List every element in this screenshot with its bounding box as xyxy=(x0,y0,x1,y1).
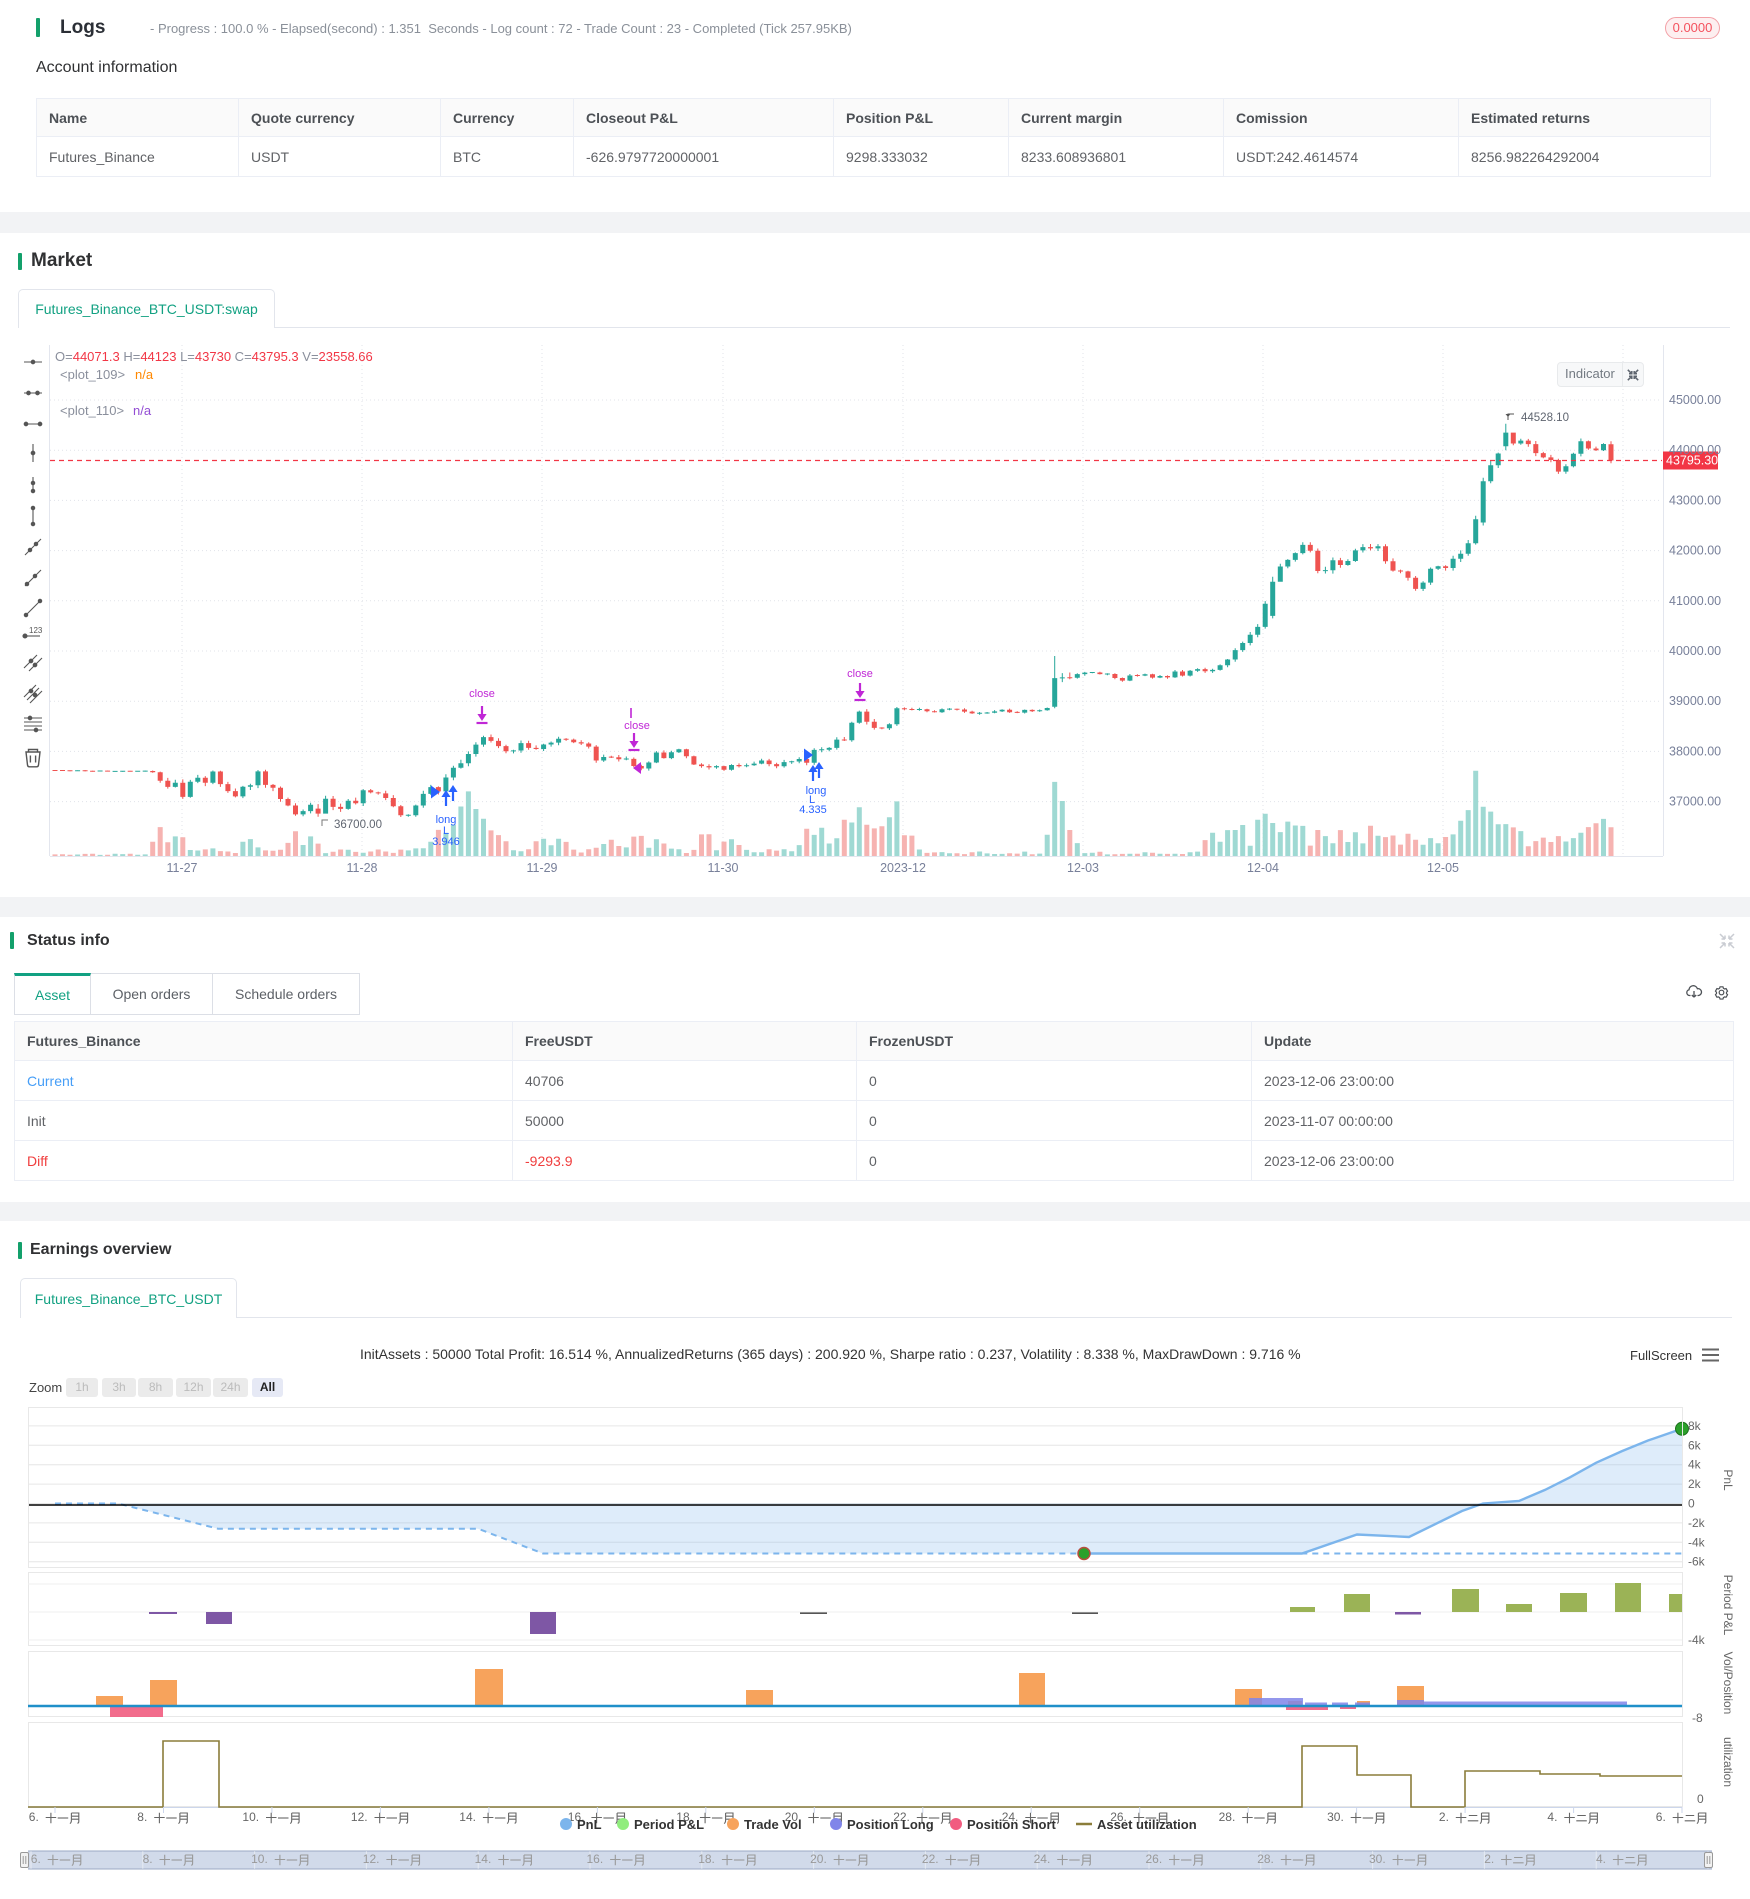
svg-text:14.: 14. xyxy=(459,1810,476,1824)
svg-text:42000.00: 42000.00 xyxy=(1669,544,1721,558)
svg-text:12.: 12. xyxy=(351,1810,368,1824)
svg-text:10.: 10. xyxy=(242,1810,259,1824)
svg-text:6.: 6. xyxy=(31,1852,41,1866)
svg-text:22.: 22. xyxy=(922,1852,939,1866)
svg-text:43000.00: 43000.00 xyxy=(1669,493,1721,507)
svg-text:PnL: PnL xyxy=(577,1817,602,1832)
svg-text:Position Long: Position Long xyxy=(847,1817,934,1832)
svg-text:L: L xyxy=(809,794,815,806)
svg-text:L: L xyxy=(443,825,449,837)
svg-text:41000.00: 41000.00 xyxy=(1669,594,1721,608)
svg-text:2023-12: 2023-12 xyxy=(880,861,926,875)
svg-text:18.: 18. xyxy=(698,1852,715,1866)
svg-text:12.: 12. xyxy=(363,1852,380,1866)
svg-text:11-27: 11-27 xyxy=(166,861,197,875)
svg-text:<plot_109>: <plot_109> xyxy=(60,367,125,382)
svg-text:Period P&L: Period P&L xyxy=(634,1817,704,1832)
svg-text:close: close xyxy=(469,688,495,700)
svg-text:close: close xyxy=(624,720,650,732)
svg-text:24.: 24. xyxy=(1034,1852,1051,1866)
svg-text:6.: 6. xyxy=(1656,1810,1666,1824)
svg-text:6k: 6k xyxy=(1688,1438,1702,1452)
svg-text:30.: 30. xyxy=(1369,1852,1386,1866)
svg-text:O=44071.3 H=44123 L=43730 C=43: O=44071.3 H=44123 L=43730 C=43795.3 V=23… xyxy=(55,349,373,364)
svg-text:45000.00: 45000.00 xyxy=(1669,393,1721,407)
svg-text:n/a: n/a xyxy=(133,403,152,418)
svg-text:12-05: 12-05 xyxy=(1427,861,1459,875)
svg-text:44000.00: 44000.00 xyxy=(1669,443,1721,457)
svg-text:Vol/Position: Vol/Position xyxy=(1721,1652,1735,1715)
svg-text:-8: -8 xyxy=(1692,1711,1703,1725)
svg-text:36700.00: 36700.00 xyxy=(334,819,382,831)
svg-text:12-03: 12-03 xyxy=(1067,861,1099,875)
svg-text:44528.10: 44528.10 xyxy=(1521,412,1569,424)
svg-text:18.: 18. xyxy=(676,1810,693,1824)
svg-text:PnL: PnL xyxy=(1721,1469,1735,1491)
svg-text:Period P&L: Period P&L xyxy=(1721,1575,1735,1636)
svg-text:14.: 14. xyxy=(475,1852,492,1866)
svg-text:28.: 28. xyxy=(1257,1852,1274,1866)
svg-text:8.: 8. xyxy=(137,1810,147,1824)
svg-text:39000.00: 39000.00 xyxy=(1669,694,1721,708)
svg-text:Position Short: Position Short xyxy=(967,1817,1057,1832)
svg-text:4.: 4. xyxy=(1596,1852,1606,1866)
svg-text:long: long xyxy=(806,785,827,797)
svg-text:123: 123 xyxy=(29,626,43,635)
svg-text:22.: 22. xyxy=(893,1810,910,1824)
svg-text:26.: 26. xyxy=(1146,1852,1163,1866)
svg-text:4.: 4. xyxy=(1547,1810,1557,1824)
svg-text:40000.00: 40000.00 xyxy=(1669,644,1721,658)
svg-text:24.: 24. xyxy=(1002,1810,1019,1824)
svg-text:11-28: 11-28 xyxy=(346,861,377,875)
svg-text:-2k: -2k xyxy=(1688,1516,1706,1530)
svg-text:0: 0 xyxy=(1697,1792,1704,1806)
svg-text:10.: 10. xyxy=(251,1852,268,1866)
svg-text:8k: 8k xyxy=(1688,1419,1702,1433)
svg-text:2.: 2. xyxy=(1484,1852,1494,1866)
svg-text:4k: 4k xyxy=(1688,1458,1702,1472)
svg-text:-6k: -6k xyxy=(1688,1555,1706,1569)
svg-text:4.335: 4.335 xyxy=(799,804,827,816)
svg-text:28.: 28. xyxy=(1219,1810,1236,1824)
svg-text:2k: 2k xyxy=(1688,1477,1702,1491)
svg-text:16.: 16. xyxy=(587,1852,604,1866)
svg-text:Asset utilization: Asset utilization xyxy=(1097,1817,1197,1832)
svg-text:3.946: 3.946 xyxy=(432,836,460,848)
svg-text:37000.00: 37000.00 xyxy=(1669,795,1721,809)
svg-text:16.: 16. xyxy=(568,1810,585,1824)
svg-text:38000.00: 38000.00 xyxy=(1669,744,1721,758)
svg-text:20.: 20. xyxy=(810,1852,827,1866)
svg-text:11-29: 11-29 xyxy=(526,861,557,875)
svg-text:12-04: 12-04 xyxy=(1247,861,1279,875)
svg-text:8.: 8. xyxy=(143,1852,153,1866)
svg-text:<plot_110>: <plot_110> xyxy=(60,403,124,418)
svg-text:close: close xyxy=(847,668,873,680)
svg-text:n/a: n/a xyxy=(135,367,154,382)
svg-text:11-30: 11-30 xyxy=(707,861,738,875)
svg-text:-4k: -4k xyxy=(1688,1535,1706,1549)
svg-text:Trade Vol: Trade Vol xyxy=(744,1817,802,1832)
svg-text:6.: 6. xyxy=(29,1810,39,1824)
svg-text:utilization: utilization xyxy=(1721,1737,1735,1787)
svg-text:-4k: -4k xyxy=(1688,1633,1706,1647)
svg-text:long: long xyxy=(436,814,457,826)
svg-text:26.: 26. xyxy=(1110,1810,1127,1824)
svg-text:2.: 2. xyxy=(1439,1810,1449,1824)
svg-text:20.: 20. xyxy=(785,1810,802,1824)
svg-text:0: 0 xyxy=(1688,1497,1695,1511)
svg-text:43795.30: 43795.30 xyxy=(1666,454,1718,468)
svg-text:30.: 30. xyxy=(1327,1810,1344,1824)
